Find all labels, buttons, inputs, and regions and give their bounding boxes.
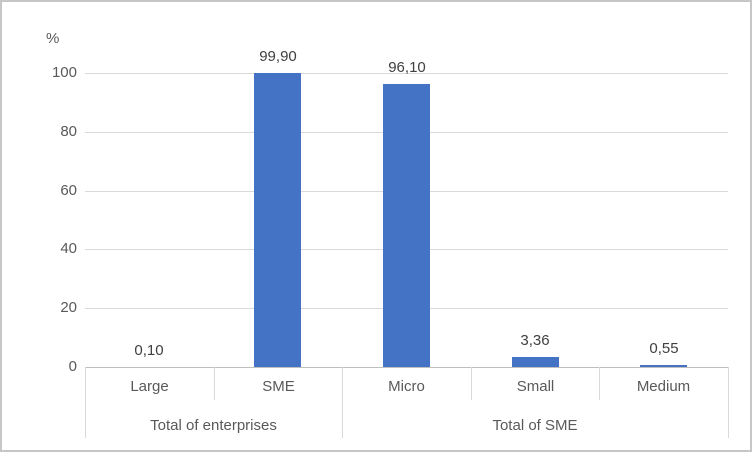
- category-label-sme: SME: [262, 378, 295, 395]
- bar-medium: [640, 365, 687, 367]
- category-label-small: Small: [516, 378, 555, 395]
- bar-micro: [383, 84, 430, 367]
- group-boundary-line: [728, 367, 729, 438]
- group-label-1: Total of SME: [492, 417, 578, 434]
- group-boundary-line: [342, 367, 343, 438]
- category-label-micro: Micro: [388, 378, 425, 395]
- y-tick-label: 60: [60, 182, 77, 199]
- bar-small: [512, 357, 559, 367]
- gridline: [85, 73, 728, 74]
- category-separator-line: [599, 367, 600, 400]
- category-label-medium: Medium: [636, 378, 691, 395]
- data-label-sme: 99,90: [259, 48, 297, 65]
- data-label-medium: 0,55: [649, 340, 679, 357]
- category-separator-line: [214, 367, 215, 400]
- category-label-large: Large: [130, 378, 169, 395]
- y-tick-label: 0: [68, 358, 77, 375]
- data-label-large: 0,10: [134, 342, 164, 359]
- data-label-micro: 96,10: [388, 59, 426, 76]
- category-separator-line: [471, 367, 472, 400]
- y-tick-label: 80: [60, 123, 77, 140]
- group-label-0: Total of enterprises: [150, 417, 277, 434]
- data-label-small: 3,36: [520, 332, 550, 349]
- y-tick-label: 100: [51, 64, 77, 81]
- bar-sme: [254, 73, 301, 367]
- y-tick-label: 40: [60, 240, 77, 257]
- x-axis-line: [85, 367, 728, 368]
- y-tick-label: 20: [60, 299, 77, 316]
- group-boundary-line: [85, 367, 86, 438]
- y-axis-unit-label: %: [46, 30, 60, 47]
